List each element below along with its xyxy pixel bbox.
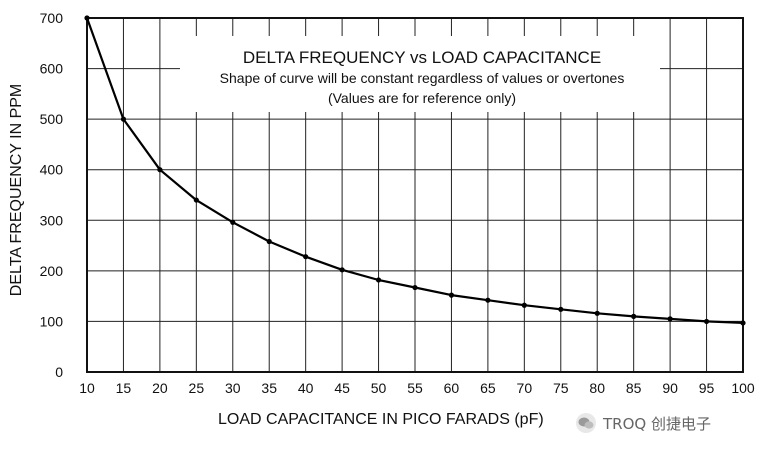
data-point-80 bbox=[594, 310, 600, 316]
x-tick-label-60: 60 bbox=[444, 380, 460, 396]
y-tick-label-0: 0 bbox=[55, 364, 63, 380]
x-tick-label-65: 65 bbox=[480, 380, 496, 396]
y-tick-label-400: 400 bbox=[40, 162, 64, 178]
x-tick-label-30: 30 bbox=[225, 380, 241, 396]
data-point-45 bbox=[339, 267, 345, 273]
x-tick-label-100: 100 bbox=[731, 380, 755, 396]
chart-title: DELTA FREQUENCY vs LOAD CAPACITANCE bbox=[243, 48, 601, 67]
x-tick-label-85: 85 bbox=[626, 380, 642, 396]
data-point-90 bbox=[667, 316, 673, 322]
x-axis-title: LOAD CAPACITANCE IN PICO FARADS (pF) bbox=[218, 411, 544, 428]
data-point-30 bbox=[230, 219, 236, 225]
x-tick-label-25: 25 bbox=[189, 380, 205, 396]
x-tick-label-20: 20 bbox=[152, 380, 168, 396]
x-tick-label-50: 50 bbox=[371, 380, 387, 396]
x-tick-label-95: 95 bbox=[699, 380, 715, 396]
chart-subtitle: Shape of curve will be constant regardle… bbox=[220, 70, 625, 86]
data-point-20 bbox=[157, 167, 163, 173]
x-tick-label-10: 10 bbox=[79, 380, 95, 396]
watermark: TROQ 创捷电子 bbox=[575, 410, 711, 436]
data-point-85 bbox=[631, 313, 637, 319]
data-point-10 bbox=[84, 15, 90, 21]
x-tick-label-15: 15 bbox=[116, 380, 132, 396]
data-point-50 bbox=[375, 277, 382, 283]
chart-subtitle-2: (Values are for reference only) bbox=[328, 90, 516, 106]
y-tick-label-300: 300 bbox=[40, 212, 64, 228]
data-point-75 bbox=[558, 306, 564, 312]
x-tick-labels: 10 15 20 25 30 35 40 45 50 55 60 65 70 75 80 85 90 95 100 bbox=[79, 380, 755, 396]
data-point-25 bbox=[193, 197, 199, 203]
data-point-65 bbox=[485, 297, 491, 303]
data-point-95 bbox=[703, 318, 710, 325]
data-point-100 bbox=[740, 320, 746, 326]
data-point-15 bbox=[120, 116, 127, 122]
title-background bbox=[180, 36, 660, 112]
y-tick-label-100: 100 bbox=[40, 313, 64, 329]
y-tick-label-500: 500 bbox=[40, 111, 64, 127]
watermark-text: TROQ 创捷电子 bbox=[603, 414, 711, 433]
x-tick-label-35: 35 bbox=[261, 380, 277, 396]
wechat-icon bbox=[576, 413, 596, 433]
data-point-35 bbox=[266, 238, 272, 245]
x-tick-label-40: 40 bbox=[298, 380, 314, 396]
data-point-70 bbox=[521, 302, 527, 308]
y-tick-label-200: 200 bbox=[40, 263, 64, 279]
x-tick-label-80: 80 bbox=[589, 380, 605, 396]
x-tick-label-45: 45 bbox=[334, 380, 350, 396]
x-tick-label-75: 75 bbox=[553, 380, 569, 396]
y-tick-label-600: 600 bbox=[40, 61, 64, 77]
data-point-60 bbox=[448, 292, 455, 298]
data-point-40 bbox=[303, 254, 309, 260]
data-point-55 bbox=[412, 284, 418, 291]
series-layer bbox=[84, 15, 746, 326]
x-tick-label-90: 90 bbox=[662, 380, 678, 396]
plot-frame bbox=[86, 17, 744, 373]
y-tick-labels: 0 100 200 300 400 500 600 700 bbox=[40, 10, 64, 380]
y-axis-title: DELTA FREQUENCY IN PPM bbox=[8, 84, 25, 296]
x-tick-label-55: 55 bbox=[407, 380, 423, 396]
x-tick-label-70: 70 bbox=[517, 380, 533, 396]
y-tick-label-700: 700 bbox=[40, 10, 64, 26]
